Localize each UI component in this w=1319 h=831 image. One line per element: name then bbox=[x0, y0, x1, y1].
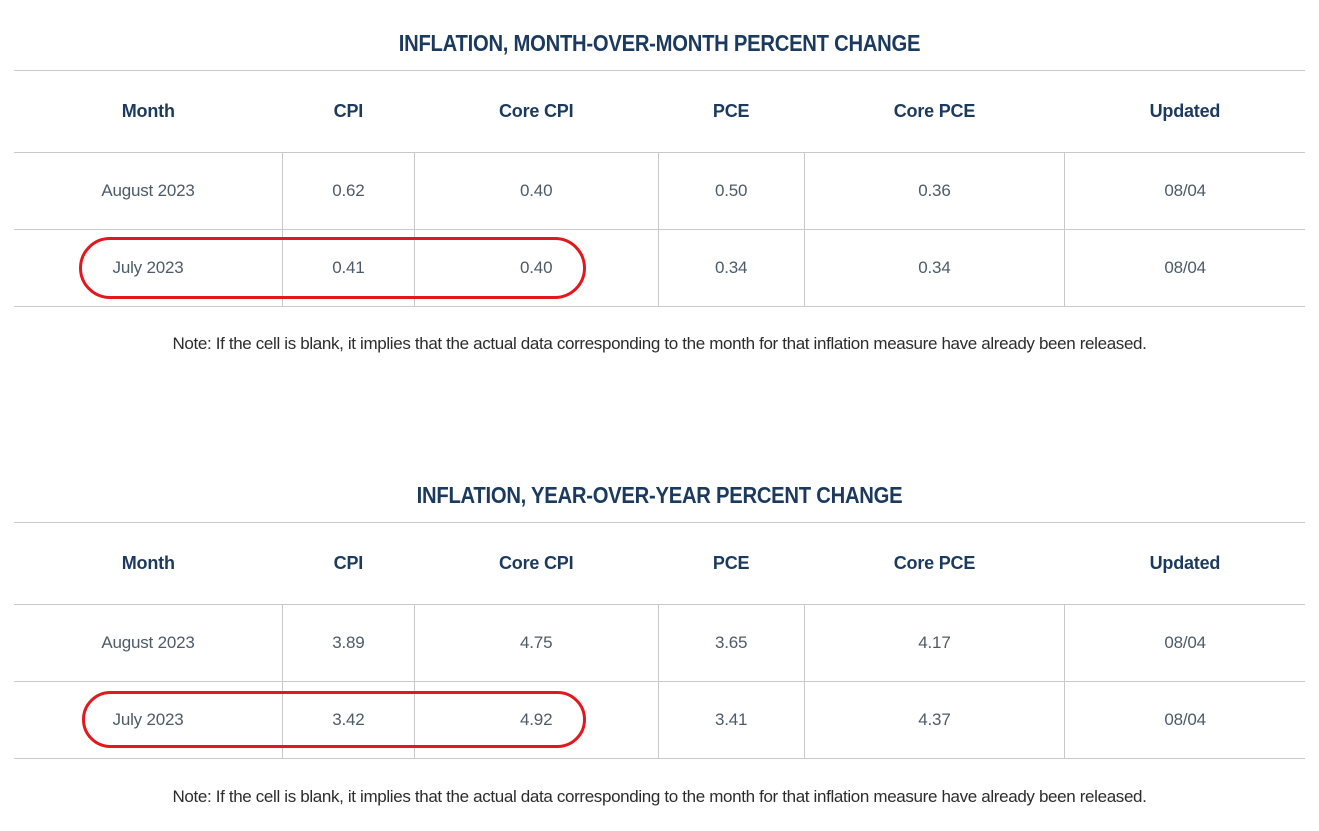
table-cell: 4.75 bbox=[413, 604, 659, 682]
table-cell: 0.34 bbox=[657, 229, 805, 307]
yoy-header-pce: PCE bbox=[658, 522, 805, 605]
table-cell: 08/04 bbox=[1064, 604, 1305, 682]
table-cell: 3.42 bbox=[282, 681, 415, 759]
mom-header-month: Month bbox=[14, 70, 283, 153]
table-cell: 0.40 bbox=[413, 229, 659, 307]
mom-header-core-pce: Core PCE bbox=[804, 70, 1065, 153]
mom-header-cpi: CPI bbox=[282, 70, 415, 153]
table-cell: 08/04 bbox=[1064, 229, 1305, 307]
table-cell: July 2023 bbox=[14, 229, 284, 307]
table-cell: August 2023 bbox=[14, 604, 284, 682]
table-cell: 0.40 bbox=[413, 152, 659, 230]
table-cell: 4.17 bbox=[803, 604, 1066, 682]
yoy-header-updated: Updated bbox=[1064, 522, 1305, 605]
mom-table-note: Note: If the cell is blank, it implies t… bbox=[172, 334, 1147, 353]
yoy-header-cpi: CPI bbox=[282, 522, 415, 605]
mom-row-july-2023: July 2023 0.41 0.40 0.34 0.34 08/04 bbox=[14, 229, 1305, 307]
table-cell: 3.41 bbox=[657, 681, 805, 759]
yoy-table: Month CPI Core CPI PCE Core PCE Updated … bbox=[14, 522, 1305, 759]
mom-table: Month CPI Core CPI PCE Core PCE Updated … bbox=[14, 70, 1305, 307]
table-cell: August 2023 bbox=[14, 152, 284, 230]
table-cell: 4.92 bbox=[413, 681, 659, 759]
yoy-header-core-cpi: Core CPI bbox=[414, 522, 659, 605]
table-cell: 0.41 bbox=[282, 229, 415, 307]
yoy-row-july-2023: July 2023 3.42 4.92 3.41 4.37 08/04 bbox=[14, 681, 1305, 759]
mom-row-august-2023: August 2023 0.62 0.40 0.50 0.36 08/04 bbox=[14, 152, 1305, 230]
yoy-table-note: Note: If the cell is blank, it implies t… bbox=[172, 787, 1147, 806]
table-cell: 08/04 bbox=[1064, 681, 1305, 759]
yoy-header-core-pce: Core PCE bbox=[804, 522, 1065, 605]
table-cell: 0.36 bbox=[803, 152, 1066, 230]
yoy-row-august-2023: August 2023 3.89 4.75 3.65 4.17 08/04 bbox=[14, 604, 1305, 682]
mom-table-title: INFLATION, MONTH-OVER-MONTH PERCENT CHAN… bbox=[398, 30, 921, 56]
mom-header-row: Month CPI Core CPI PCE Core PCE Updated bbox=[14, 70, 1305, 153]
yoy-header-row: Month CPI Core CPI PCE Core PCE Updated bbox=[14, 522, 1305, 605]
table-cell: July 2023 bbox=[14, 681, 284, 759]
table-cell: 3.89 bbox=[282, 604, 415, 682]
mom-header-pce: PCE bbox=[658, 70, 805, 153]
table-cell: 0.62 bbox=[282, 152, 415, 230]
table-cell: 4.37 bbox=[803, 681, 1066, 759]
table-cell: 08/04 bbox=[1064, 152, 1305, 230]
table-cell: 3.65 bbox=[657, 604, 805, 682]
table-cell: 0.50 bbox=[657, 152, 805, 230]
yoy-header-month: Month bbox=[14, 522, 283, 605]
mom-header-updated: Updated bbox=[1064, 70, 1305, 153]
yoy-table-title: INFLATION, YEAR-OVER-YEAR PERCENT CHANGE bbox=[416, 482, 903, 508]
table-cell: 0.34 bbox=[803, 229, 1066, 307]
mom-header-core-cpi: Core CPI bbox=[414, 70, 659, 153]
